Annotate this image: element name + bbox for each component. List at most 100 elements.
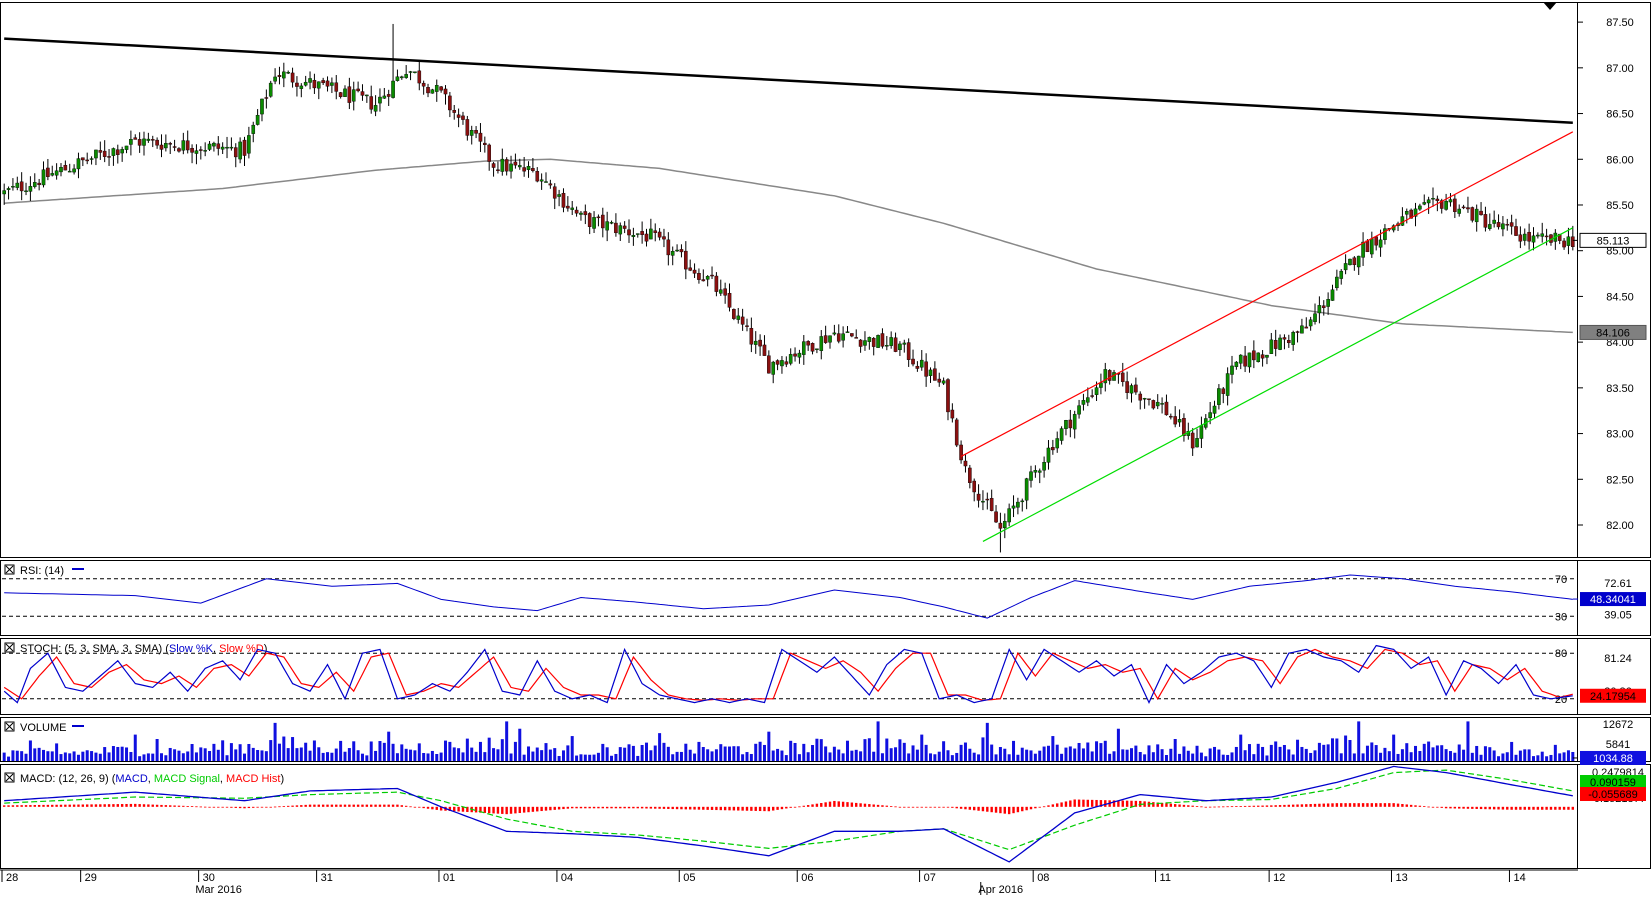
collapse-arrow-icon[interactable] [1543, 2, 1557, 10]
candle [697, 268, 701, 284]
day-tick-label: 31 [321, 872, 333, 884]
candle [255, 109, 260, 126]
volume-bar [1330, 738, 1334, 761]
candle [605, 211, 609, 242]
volume-axis-label-mid: 5841 [1606, 739, 1630, 751]
macd-hist-bar [286, 805, 290, 807]
macd-hist-bar [439, 806, 443, 811]
volume-bar [299, 747, 303, 761]
volume-bar [614, 753, 618, 761]
volume-bar [561, 750, 565, 761]
volume-bar [942, 741, 946, 761]
volume-bar [164, 755, 168, 761]
volume-bar [710, 751, 714, 761]
resistance-trendline[interactable] [4, 37, 1573, 124]
macd-hist-bar [850, 802, 854, 807]
candle-body-up [1037, 470, 1042, 473]
candle-body-down [465, 119, 470, 136]
candle [1282, 334, 1287, 350]
volume-bar [1007, 754, 1011, 761]
macd-hist-bar [46, 804, 50, 807]
channel-upper-line[interactable] [960, 131, 1574, 457]
candle [1120, 362, 1125, 387]
volume-bar [55, 743, 59, 761]
candle-body-up [1064, 420, 1068, 429]
candle [1033, 465, 1038, 478]
volume-bar [592, 754, 596, 761]
candle-body-down [98, 150, 103, 153]
candle [1361, 232, 1365, 266]
candle [705, 275, 710, 287]
volume-bar [679, 751, 683, 761]
macd-title: MACD: (12, 26, 9) (MACD, MACD Signal, MA… [20, 773, 284, 785]
candle-body-up [308, 78, 312, 83]
macd-hist-bar [1492, 806, 1496, 810]
candle-body-down [133, 137, 138, 140]
candle [1348, 258, 1352, 266]
candle-body-up [1400, 216, 1405, 226]
macd-signal-value-box [1580, 775, 1646, 789]
candle [985, 492, 990, 510]
volume-bar [120, 746, 124, 761]
macd-hist-bar [195, 806, 198, 808]
volume-bar [1558, 753, 1562, 761]
candle-body-down [1151, 400, 1156, 409]
macd-hist-bar [1366, 803, 1369, 807]
candle [439, 85, 443, 93]
candle-body-up [273, 76, 277, 82]
channel-lower-line[interactable] [982, 227, 1574, 542]
stoch-close-icon[interactable] [4, 642, 15, 653]
candle-body-down [312, 79, 317, 89]
candle-body-up [1418, 205, 1422, 210]
macd-hist-bar [1340, 803, 1343, 807]
candle [1448, 193, 1453, 207]
macd-hist-bar [973, 806, 976, 811]
macd-hist-bar [658, 806, 661, 809]
current-price-label: 85.113 [1597, 235, 1630, 247]
macd-hist-bar [557, 806, 561, 810]
macd-close-icon[interactable] [4, 772, 15, 783]
macd-hist-bar [1287, 804, 1291, 807]
rsi-close-icon[interactable] [4, 564, 15, 575]
candle [85, 152, 90, 165]
candle [1160, 397, 1164, 414]
volume-bar [658, 733, 662, 761]
candle [736, 307, 741, 324]
candle [718, 279, 723, 296]
volume-bar [483, 752, 487, 761]
macd-hist-bar [186, 806, 189, 807]
rsi-title: RSI: (14) [20, 565, 64, 577]
macd-hist-bar [1514, 806, 1518, 810]
candle [906, 338, 911, 367]
macd-hist-bar [571, 806, 574, 809]
candle [295, 76, 299, 97]
candle-body-down [439, 86, 443, 91]
volume-bar [1326, 744, 1330, 761]
volume-bar [426, 753, 430, 761]
candle [531, 157, 535, 173]
macd-hist-bar [243, 806, 246, 809]
candle-body-up [67, 170, 72, 173]
macd-hist-bar [453, 806, 456, 812]
volume-bar [465, 738, 469, 761]
macd-hist-bar [1418, 805, 1422, 807]
candle-body-up [382, 95, 387, 99]
macd-hist-bar [710, 806, 714, 810]
macd-hist-bar [640, 806, 644, 809]
candle-body-down [334, 82, 339, 92]
macd-hist-bar [1077, 799, 1081, 807]
volume-close-icon[interactable] [4, 721, 15, 732]
candle-body-up [635, 233, 640, 235]
volume-bar [1400, 749, 1404, 761]
candle-body-down [474, 130, 478, 134]
macd-hist-bar [1134, 800, 1138, 807]
macd-hist-bar [898, 806, 902, 808]
macd-hist-bar [365, 804, 369, 807]
panel-frame [0, 638, 1651, 715]
candle-body-down [443, 88, 448, 95]
candle-body-up [1007, 508, 1011, 523]
volume-bar [1357, 721, 1361, 761]
candle [1557, 233, 1562, 245]
